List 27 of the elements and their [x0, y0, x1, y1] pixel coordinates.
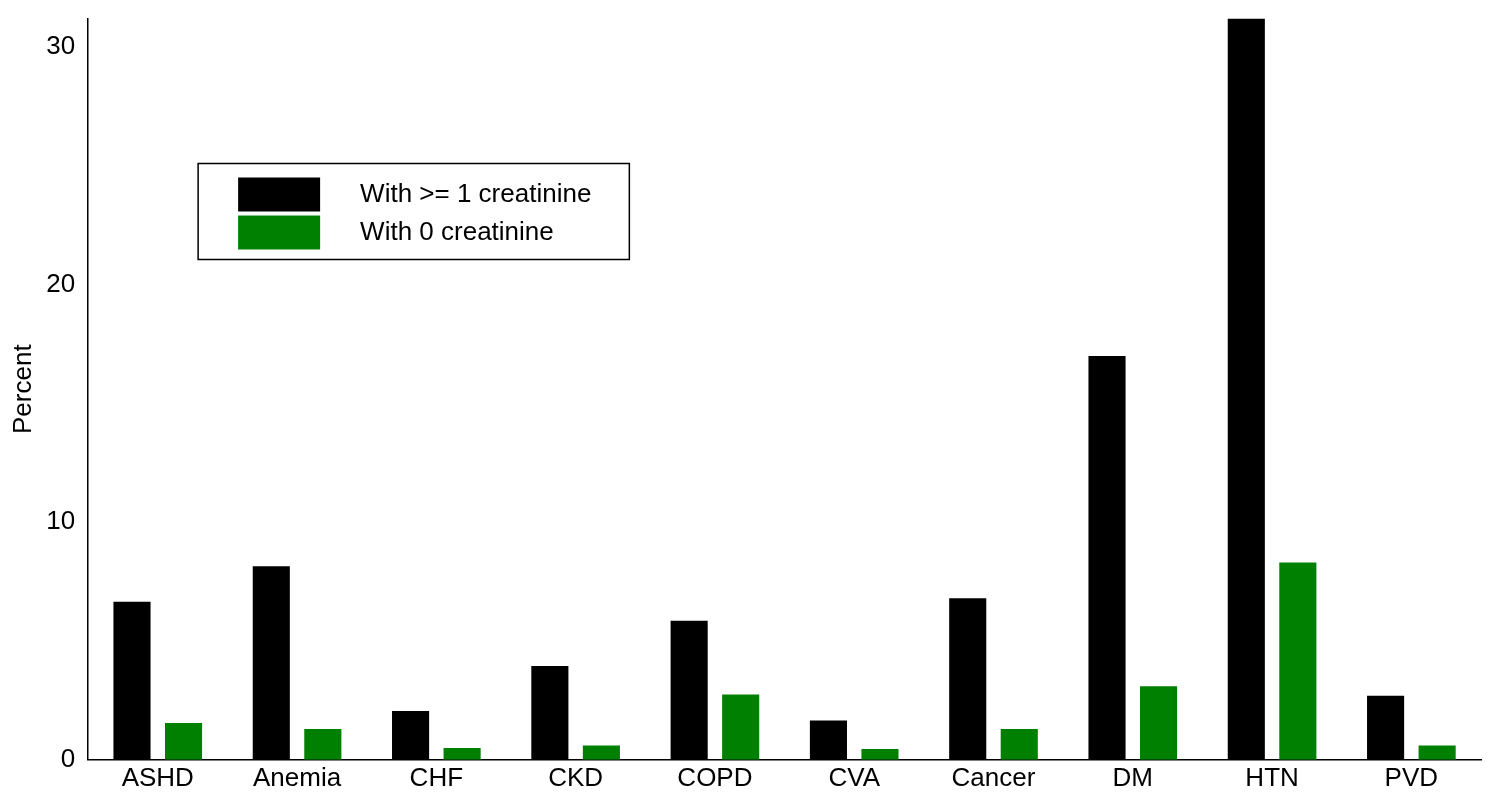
y-tick-label: 20	[46, 267, 76, 298]
bar	[304, 728, 342, 760]
x-tick-label: Cancer	[951, 761, 1036, 792]
x-tick-label: DM	[1112, 761, 1153, 792]
bar	[1000, 728, 1038, 760]
y-tick-label: 0	[60, 742, 76, 773]
bar	[582, 745, 620, 760]
bar	[164, 722, 203, 760]
legend-label: With >= 1 creatinine	[360, 177, 592, 208]
bar	[1279, 562, 1317, 760]
y-tick-label: 30	[46, 30, 76, 61]
x-tick-label: ASHD	[121, 761, 194, 792]
bar	[722, 694, 760, 760]
y-tick-label: 10	[46, 505, 76, 536]
x-tick-label: CHF	[409, 761, 464, 792]
x-tick-label: CVA	[828, 761, 881, 792]
x-tick-label: COPD	[677, 761, 753, 792]
x-tick-label: Anemia	[252, 761, 342, 792]
bar	[1418, 745, 1456, 760]
x-tick-label: CKD	[548, 761, 604, 792]
bar	[443, 747, 481, 760]
x-tick-label: HTN	[1245, 761, 1299, 792]
x-tick-label: PVD	[1384, 761, 1439, 792]
bar	[1139, 686, 1178, 760]
bar	[861, 749, 899, 760]
legend-label: With 0 creatinine	[360, 215, 554, 246]
y-axis-title: Percent	[6, 343, 37, 434]
